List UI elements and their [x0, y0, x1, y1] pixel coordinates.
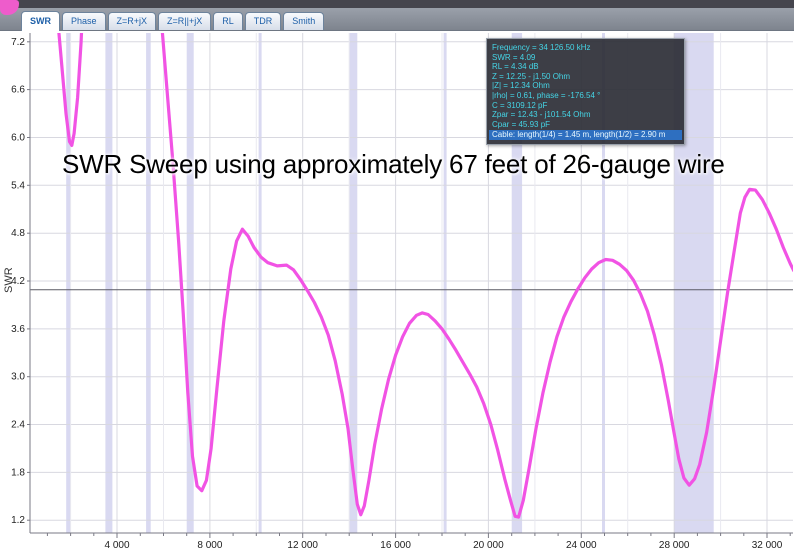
- band-highlight: [186, 33, 194, 533]
- band-highlight: [443, 33, 447, 533]
- y-tick-label: 6.0: [11, 133, 25, 144]
- tooltip-line: RL = 4.34 dB: [492, 62, 539, 72]
- y-tick-label: 1.8: [11, 467, 25, 478]
- band-highlight: [349, 33, 358, 533]
- tab-rl[interactable]: RL: [213, 12, 243, 30]
- y-axis-title: SWR: [3, 267, 15, 293]
- y-tick-label: 2.4: [11, 420, 25, 431]
- y-tick-label: 3.0: [11, 372, 25, 383]
- tab-z-r-jx[interactable]: Z=R+jX: [107, 12, 157, 30]
- tooltip-line: Frequency = 34 126.50 kHz: [492, 43, 591, 52]
- x-tick-label: 24 000: [566, 540, 597, 551]
- band-highlight: [511, 33, 523, 533]
- y-tick-label: 7.2: [11, 37, 25, 48]
- x-tick-label: 12 000: [287, 540, 318, 551]
- tab-z-r-jx[interactable]: Z=R||+jX: [158, 12, 212, 30]
- band-highlight: [602, 33, 605, 533]
- tab-smith[interactable]: Smith: [283, 12, 325, 30]
- tab-swr[interactable]: SWR: [21, 11, 60, 31]
- band-highlight: [258, 33, 262, 533]
- y-tick-label: 4.8: [11, 228, 25, 239]
- x-tick-label: 16 000: [380, 540, 411, 551]
- swr-curve: [57, 33, 793, 519]
- tooltip-line: Z = 12.25 - j1.50 Ohm: [492, 71, 571, 81]
- tooltip-line: Zpar = 12.43 - j101.54 Ohm: [492, 110, 591, 120]
- x-tick-label: 4 000: [104, 540, 129, 551]
- tooltip-line: C = 3109.12 pF: [492, 100, 548, 110]
- tooltip-cable-line: Cable: length(1/4) = 1.45 m, length(1/2)…: [489, 130, 682, 140]
- app-icon: [0, 0, 19, 15]
- title-bar: [0, 0, 794, 8]
- tooltip-line: SWR = 4.09: [492, 52, 536, 62]
- caption-overlay: SWR Sweep using approximately 67 feet of…: [62, 149, 725, 179]
- tooltip-line: Cpar = 45.93 pF: [492, 119, 551, 129]
- band-highlight: [105, 33, 113, 533]
- band-highlight: [66, 33, 71, 533]
- y-tick-label: 1.2: [11, 515, 25, 526]
- x-tick-label: 20 000: [473, 540, 504, 551]
- marker-info-panel: Frequency = 34 126.50 kHz SWR = 4.09 RL = …: [486, 38, 685, 145]
- y-tick-label: 6.6: [11, 85, 25, 96]
- tooltip-line: |Z| = 12.34 Ohm: [492, 81, 550, 91]
- x-tick-label: 32 000: [752, 540, 783, 551]
- tab-tdr[interactable]: TDR: [244, 12, 282, 30]
- y-tick-label: 3.6: [11, 324, 25, 335]
- tooltip-line: |rho| = 0.61, phase = -176.54 °: [492, 90, 601, 100]
- tab-phase[interactable]: Phase: [62, 12, 106, 30]
- band-highlight: [146, 33, 151, 533]
- x-tick-label: 28 000: [659, 540, 690, 551]
- y-tick-label: 5.4: [11, 180, 25, 191]
- tab-bar: SWR Phase Z=R+jX Z=R||+jX RL TDR Smith: [0, 8, 794, 31]
- x-tick-label: 8 000: [197, 540, 222, 551]
- y-tick-label: 4.2: [11, 276, 25, 287]
